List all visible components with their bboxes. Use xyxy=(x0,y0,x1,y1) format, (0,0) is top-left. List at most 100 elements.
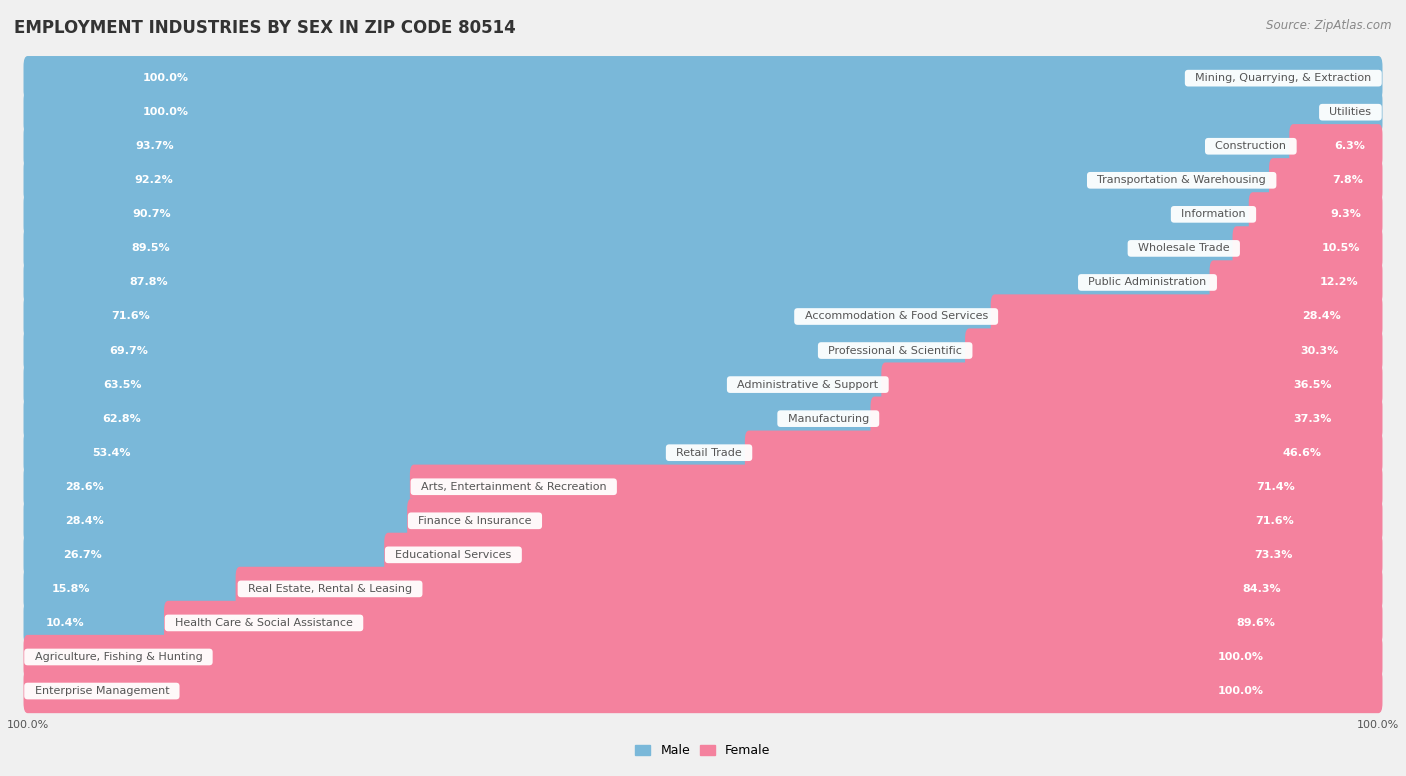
Text: 71.6%: 71.6% xyxy=(1256,516,1295,526)
FancyBboxPatch shape xyxy=(24,294,998,338)
Text: 28.4%: 28.4% xyxy=(1302,311,1341,321)
Text: 30.3%: 30.3% xyxy=(1301,345,1339,355)
FancyBboxPatch shape xyxy=(882,362,1382,407)
FancyBboxPatch shape xyxy=(24,56,1382,100)
Text: 100.0%: 100.0% xyxy=(7,720,49,730)
FancyBboxPatch shape xyxy=(24,499,415,543)
Text: 10.4%: 10.4% xyxy=(45,618,84,628)
FancyBboxPatch shape xyxy=(1233,227,1382,271)
Text: 100.0%: 100.0% xyxy=(1218,652,1264,662)
Text: 100.0%: 100.0% xyxy=(1357,720,1399,730)
FancyBboxPatch shape xyxy=(870,397,1382,441)
FancyBboxPatch shape xyxy=(28,336,1378,365)
Text: Transportation & Warehousing: Transportation & Warehousing xyxy=(1090,175,1272,185)
FancyBboxPatch shape xyxy=(991,294,1382,338)
Text: 7.8%: 7.8% xyxy=(1333,175,1364,185)
Text: Utilities: Utilities xyxy=(1323,107,1378,117)
FancyBboxPatch shape xyxy=(165,601,1382,645)
Text: Arts, Entertainment & Recreation: Arts, Entertainment & Recreation xyxy=(413,482,613,492)
FancyBboxPatch shape xyxy=(24,566,245,611)
FancyBboxPatch shape xyxy=(28,506,1378,535)
Text: 53.4%: 53.4% xyxy=(91,448,131,458)
FancyBboxPatch shape xyxy=(24,227,1240,271)
Text: 93.7%: 93.7% xyxy=(135,141,174,151)
FancyBboxPatch shape xyxy=(28,574,1378,604)
Text: Source: ZipAtlas.com: Source: ZipAtlas.com xyxy=(1267,19,1392,33)
FancyBboxPatch shape xyxy=(28,234,1378,263)
FancyBboxPatch shape xyxy=(24,328,973,372)
FancyBboxPatch shape xyxy=(24,90,1382,134)
FancyBboxPatch shape xyxy=(965,328,1382,372)
FancyBboxPatch shape xyxy=(28,302,1378,331)
FancyBboxPatch shape xyxy=(28,404,1378,434)
Text: 69.7%: 69.7% xyxy=(110,345,149,355)
FancyBboxPatch shape xyxy=(24,532,392,577)
FancyBboxPatch shape xyxy=(24,601,172,645)
Text: Real Estate, Rental & Leasing: Real Estate, Rental & Leasing xyxy=(240,584,419,594)
Text: 73.3%: 73.3% xyxy=(1254,550,1292,559)
Text: Retail Trade: Retail Trade xyxy=(669,448,749,458)
FancyBboxPatch shape xyxy=(745,431,1382,475)
Text: Manufacturing: Manufacturing xyxy=(780,414,876,424)
FancyBboxPatch shape xyxy=(28,131,1378,161)
Text: 37.3%: 37.3% xyxy=(1294,414,1331,424)
FancyBboxPatch shape xyxy=(28,98,1378,127)
Text: Public Administration: Public Administration xyxy=(1081,278,1213,287)
Text: 100.0%: 100.0% xyxy=(142,73,188,83)
Text: Mining, Quarrying, & Extraction: Mining, Quarrying, & Extraction xyxy=(1188,73,1378,83)
Text: Professional & Scientific: Professional & Scientific xyxy=(821,345,969,355)
Text: Wholesale Trade: Wholesale Trade xyxy=(1130,244,1237,254)
Text: 0.0%: 0.0% xyxy=(1341,107,1372,117)
Text: 63.5%: 63.5% xyxy=(103,379,142,390)
Text: Health Care & Social Assistance: Health Care & Social Assistance xyxy=(169,618,360,628)
Text: 28.4%: 28.4% xyxy=(65,516,104,526)
Text: EMPLOYMENT INDUSTRIES BY SEX IN ZIP CODE 80514: EMPLOYMENT INDUSTRIES BY SEX IN ZIP CODE… xyxy=(14,19,516,37)
FancyBboxPatch shape xyxy=(28,370,1378,400)
FancyBboxPatch shape xyxy=(28,165,1378,195)
FancyBboxPatch shape xyxy=(28,608,1378,638)
FancyBboxPatch shape xyxy=(408,499,1382,543)
FancyBboxPatch shape xyxy=(24,260,1218,304)
FancyBboxPatch shape xyxy=(28,540,1378,570)
Text: 84.3%: 84.3% xyxy=(1241,584,1281,594)
FancyBboxPatch shape xyxy=(24,635,1382,679)
FancyBboxPatch shape xyxy=(24,124,1298,168)
Text: 0.0%: 0.0% xyxy=(34,652,65,662)
FancyBboxPatch shape xyxy=(411,465,1382,509)
Text: 92.2%: 92.2% xyxy=(134,175,173,185)
FancyBboxPatch shape xyxy=(24,192,1257,237)
FancyBboxPatch shape xyxy=(24,669,1382,713)
Text: 100.0%: 100.0% xyxy=(1218,686,1264,696)
Text: 26.7%: 26.7% xyxy=(63,550,101,559)
Text: 46.6%: 46.6% xyxy=(1282,448,1322,458)
Text: 89.5%: 89.5% xyxy=(131,244,170,254)
Text: 28.6%: 28.6% xyxy=(65,482,104,492)
Legend: Male, Female: Male, Female xyxy=(630,740,776,762)
FancyBboxPatch shape xyxy=(24,397,880,441)
Text: Educational Services: Educational Services xyxy=(388,550,519,559)
Text: 90.7%: 90.7% xyxy=(132,210,172,220)
Text: Accommodation & Food Services: Accommodation & Food Services xyxy=(797,311,995,321)
FancyBboxPatch shape xyxy=(1209,260,1382,304)
Text: 89.6%: 89.6% xyxy=(1236,618,1275,628)
Text: 36.5%: 36.5% xyxy=(1294,379,1333,390)
FancyBboxPatch shape xyxy=(28,199,1378,229)
FancyBboxPatch shape xyxy=(28,472,1378,501)
Text: 71.6%: 71.6% xyxy=(111,311,150,321)
Text: 100.0%: 100.0% xyxy=(142,107,188,117)
Text: 0.0%: 0.0% xyxy=(1341,73,1372,83)
Text: Information: Information xyxy=(1174,210,1253,220)
Text: Agriculture, Fishing & Hunting: Agriculture, Fishing & Hunting xyxy=(28,652,209,662)
Text: 9.3%: 9.3% xyxy=(1330,210,1361,220)
Text: Construction: Construction xyxy=(1208,141,1294,151)
Text: Administrative & Support: Administrative & Support xyxy=(730,379,886,390)
FancyBboxPatch shape xyxy=(236,566,1382,611)
FancyBboxPatch shape xyxy=(1249,192,1382,237)
FancyBboxPatch shape xyxy=(28,64,1378,93)
Text: 62.8%: 62.8% xyxy=(103,414,141,424)
FancyBboxPatch shape xyxy=(1270,158,1382,203)
Text: Enterprise Management: Enterprise Management xyxy=(28,686,176,696)
Text: 0.0%: 0.0% xyxy=(34,686,65,696)
FancyBboxPatch shape xyxy=(28,438,1378,467)
FancyBboxPatch shape xyxy=(28,676,1378,706)
